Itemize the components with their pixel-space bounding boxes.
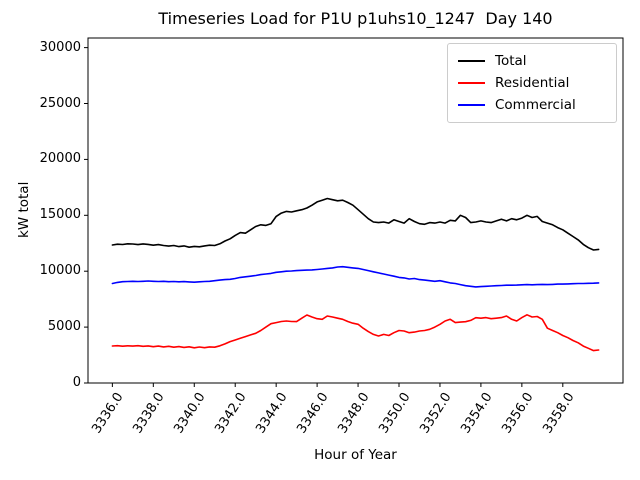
legend-entry-total: Total bbox=[458, 50, 608, 72]
series-line-commercial bbox=[111, 265, 600, 288]
legend-line-sample bbox=[458, 104, 485, 106]
legend-line-sample bbox=[458, 60, 485, 62]
legend-line-sample bbox=[458, 82, 485, 84]
series-line-residential bbox=[111, 313, 600, 352]
y-tick-label: 15000 bbox=[39, 207, 81, 223]
y-tick-label: 30000 bbox=[39, 39, 81, 55]
series-line-total bbox=[111, 197, 600, 251]
legend-label: Residential bbox=[495, 75, 570, 91]
y-tick-label: 5000 bbox=[47, 319, 81, 335]
legend-label: Total bbox=[495, 53, 527, 69]
y-tick-label: 10000 bbox=[39, 263, 81, 279]
y-tick-label: 0 bbox=[72, 375, 81, 390]
y-axis-label: kW total bbox=[16, 181, 32, 238]
y-tick-label: 20000 bbox=[39, 151, 81, 167]
legend-entry-residential: Residential bbox=[458, 72, 608, 94]
legend-entry-commercial: Commercial bbox=[458, 94, 608, 116]
x-axis-label: Hour of Year bbox=[314, 447, 397, 463]
y-tick-label: 25000 bbox=[39, 95, 81, 111]
axes-frame bbox=[87, 37, 624, 384]
chart-title: Timeseries Load for P1U p1uhs10_1247 Day… bbox=[158, 9, 553, 28]
chart-legend: Total Residential Commercial bbox=[447, 43, 617, 123]
legend-label: Commercial bbox=[495, 97, 576, 113]
